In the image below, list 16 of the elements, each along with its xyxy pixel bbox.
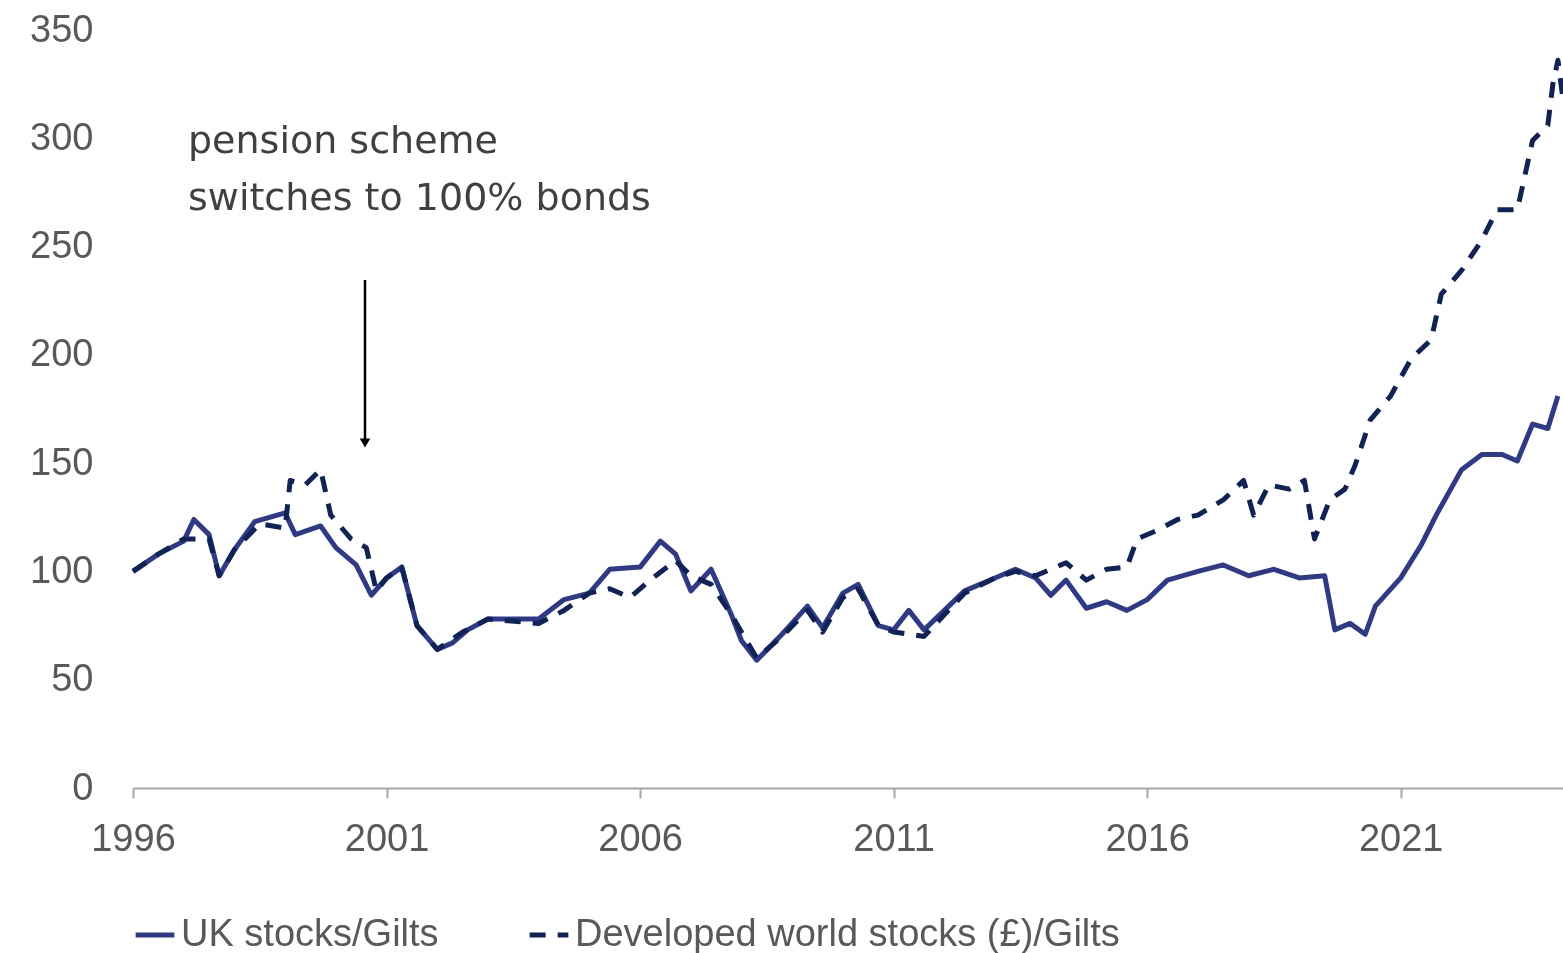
y-tick-label: 100 — [30, 548, 94, 591]
y-tick-label: 50 — [51, 657, 94, 700]
y-tick-label: 250 — [30, 224, 94, 267]
x-tick-label: 2006 — [598, 816, 683, 859]
y-tick-label: 150 — [30, 440, 94, 483]
y-tick-label: 300 — [30, 115, 94, 158]
x-tick-label: 2021 — [1358, 816, 1444, 859]
x-tick-label: 2011 — [853, 816, 935, 859]
y-tick-label: 0 — [72, 765, 94, 808]
legend-label: UK stocks/Gilts — [181, 912, 439, 953]
x-tick-label: 1996 — [91, 816, 176, 859]
y-tick-label: 350 — [30, 7, 94, 50]
x-tick-label: 2001 — [344, 816, 430, 859]
y-tick-label: 200 — [30, 332, 94, 375]
x-tick-label: 2016 — [1105, 816, 1190, 859]
annotation: pension scheme switches to 100% bonds — [188, 118, 651, 219]
